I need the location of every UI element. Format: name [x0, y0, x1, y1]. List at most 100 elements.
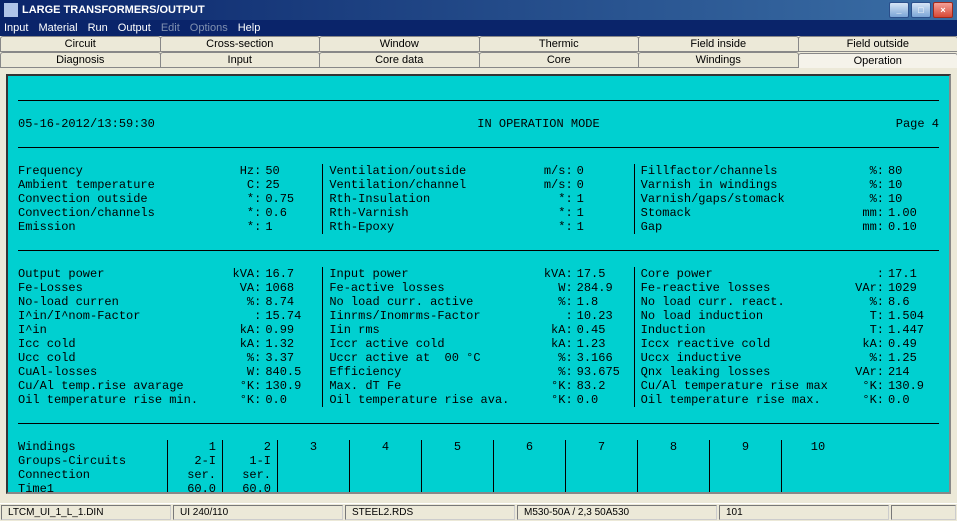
menu-run[interactable]: Run: [88, 22, 108, 34]
windings-num: [638, 482, 710, 494]
param-value: 93.675: [573, 365, 628, 379]
tab-windings[interactable]: Windings: [638, 52, 799, 67]
param-value: 3.37: [261, 351, 316, 365]
tab-window[interactable]: Window: [319, 36, 480, 51]
param-unit: %:: [846, 295, 884, 309]
data-row: Ambient temperatureC:25: [18, 178, 316, 192]
windings-num: 9: [710, 440, 782, 454]
data-row: Ventilation/channelm/s:0: [329, 178, 627, 192]
data-row: Iccx reactive coldkA:0.49: [641, 337, 939, 351]
param-value: 130.9: [261, 379, 316, 393]
param-label: Max. dT Fe: [329, 379, 534, 393]
data-row: Emission*:1: [18, 220, 316, 234]
data-row: Ventilation/outsidem/s:0: [329, 164, 627, 178]
param-unit: m/s:: [535, 178, 573, 192]
data-row: I^in/I^nom-Factor:15.74: [18, 309, 316, 323]
param-unit: T:: [846, 309, 884, 323]
param-value: 1029: [884, 281, 939, 295]
param-label: Rth-Insulation: [329, 192, 534, 206]
windings-num: [422, 468, 494, 482]
data-row: Varnish in windings%:10: [641, 178, 939, 192]
data-row: Oil temperature rise ava.°K:0.0: [329, 393, 627, 407]
param-unit: :: [223, 309, 261, 323]
tab-field-inside[interactable]: Field inside: [638, 36, 799, 51]
tab-diagnosis[interactable]: Diagnosis: [0, 52, 161, 67]
menu-material[interactable]: Material: [38, 22, 77, 34]
param-value: 15.74: [261, 309, 316, 323]
param-value: 0.45: [573, 323, 628, 337]
tab-operation[interactable]: Operation: [798, 53, 957, 68]
param-label: Iccx reactive cold: [641, 337, 846, 351]
param-value: 10.23: [573, 309, 628, 323]
param-unit: C:: [223, 178, 261, 192]
windings-num: [278, 482, 350, 494]
param-unit: %:: [846, 178, 884, 192]
windings-col2: 2: [223, 440, 278, 454]
param-label: No load curr. react.: [641, 295, 846, 309]
tab-core[interactable]: Core: [479, 52, 640, 67]
param-value: 1: [261, 220, 316, 234]
param-unit: %:: [846, 351, 884, 365]
windings-num: [350, 468, 422, 482]
param-unit: VAr:: [846, 365, 884, 379]
tab-field-outside[interactable]: Field outside: [798, 36, 957, 51]
maximize-button[interactable]: □: [911, 2, 931, 18]
data-row: Uccr active at 00 °C%:3.166: [329, 351, 627, 365]
param-label: Iinrms/Inomrms-Factor: [329, 309, 534, 323]
param-label: I^in/I^nom-Factor: [18, 309, 223, 323]
param-label: Cu/Al temp.rise avarage: [18, 379, 223, 393]
tab-cross-section[interactable]: Cross-section: [160, 36, 321, 51]
param-label: Input power: [329, 267, 534, 281]
data-row: No load curr. active%:1.8: [329, 295, 627, 309]
param-label: Fillfactor/channels: [641, 164, 846, 178]
windings-num: 10: [782, 440, 854, 454]
minimize-button[interactable]: _: [889, 2, 909, 18]
windings-row: Groups-Circuits2-I1-I: [18, 454, 939, 468]
menu-edit: Edit: [161, 22, 180, 34]
windings-num: [566, 468, 638, 482]
data-row: InductionT:1.447: [641, 323, 939, 337]
param-value: 0.75: [261, 192, 316, 206]
param-label: Induction: [641, 323, 846, 337]
status-empty: [891, 505, 956, 520]
param-value: 284.9: [573, 281, 628, 295]
param-value: 3.166: [573, 351, 628, 365]
param-value: 0.0: [573, 393, 628, 407]
windings-num: 3: [278, 440, 350, 454]
windings-num: [278, 454, 350, 468]
menu-output[interactable]: Output: [118, 22, 151, 34]
tab-thermic[interactable]: Thermic: [479, 36, 640, 51]
data-row: I^inkA:0.99: [18, 323, 316, 337]
data-column: FrequencyHz:50Ambient temperatureC:25Con…: [18, 164, 323, 234]
data-column: Input powerkVA:17.5Fe-active lossesW:284…: [329, 267, 634, 407]
menu-input[interactable]: Input: [4, 22, 28, 34]
data-row: Iinrms/Inomrms-Factor:10.23: [329, 309, 627, 323]
param-unit: %:: [223, 351, 261, 365]
param-value: 0.49: [884, 337, 939, 351]
windings-num: 7: [566, 440, 638, 454]
close-button[interactable]: ×: [933, 2, 953, 18]
param-unit: kVA:: [535, 267, 573, 281]
param-value: 1.00: [884, 206, 939, 220]
windings-num: [278, 468, 350, 482]
param-value: 17.1: [884, 267, 939, 281]
data-column: Fillfactor/channels%:80Varnish in windin…: [641, 164, 939, 234]
param-value: 0: [573, 164, 628, 178]
tab-circuit[interactable]: Circuit: [0, 36, 161, 51]
param-label: Output power: [18, 267, 223, 281]
windings-col1: 1: [168, 440, 223, 454]
data-row: Rth-Varnish*:1: [329, 206, 627, 220]
menu-help[interactable]: Help: [238, 22, 261, 34]
param-label: Convection/channels: [18, 206, 223, 220]
status-steel: STEEL2.RDS: [345, 505, 515, 520]
tab-core-data[interactable]: Core data: [319, 52, 480, 67]
param-unit: Hz:: [223, 164, 261, 178]
param-value: 0.10: [884, 220, 939, 234]
windings-num: [350, 482, 422, 494]
param-value: 0: [573, 178, 628, 192]
windings-num: [494, 454, 566, 468]
tab-input[interactable]: Input: [160, 52, 321, 67]
param-value: 1.8: [573, 295, 628, 309]
window-title: LARGE TRANSFORMERS/OUTPUT: [22, 4, 205, 16]
param-value: 17.5: [573, 267, 628, 281]
